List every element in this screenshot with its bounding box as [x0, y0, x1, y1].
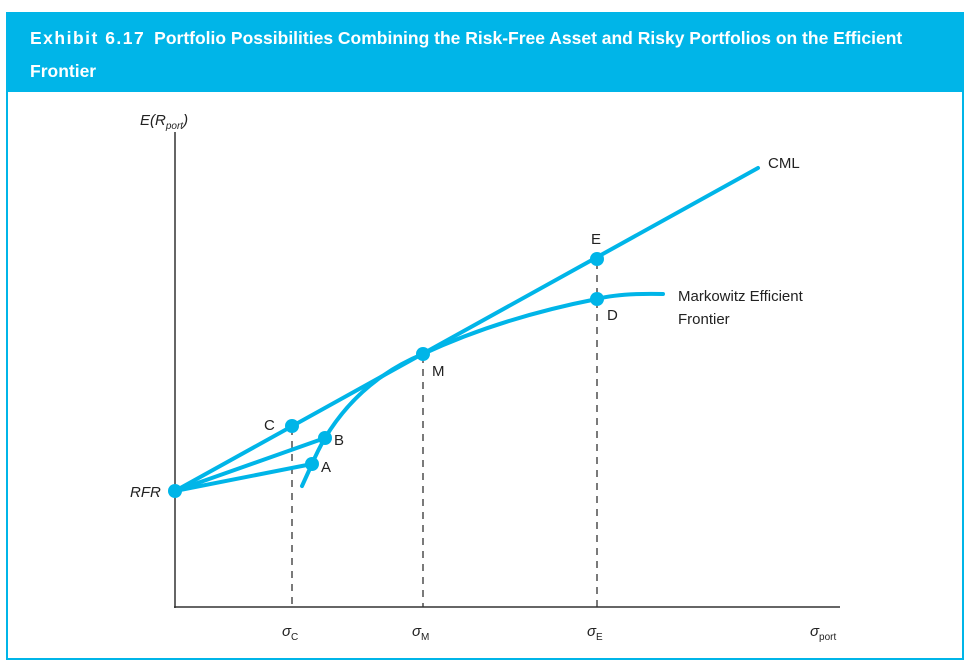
point-d — [590, 292, 604, 306]
point-m — [416, 347, 430, 361]
label-e: E — [591, 231, 601, 248]
x-axis-label: σport — [810, 623, 837, 643]
label-c: C — [264, 417, 275, 434]
label-b: B — [334, 432, 344, 449]
point-b — [318, 431, 332, 445]
exhibit-title: Portfolio Possibilities Combining the Ri… — [30, 28, 903, 81]
exhibit-header: Exhibit 6.17 Portfolio Possibilities Com… — [8, 14, 962, 92]
label-frontier-1: Markowitz Efficient — [678, 288, 804, 305]
label-d: D — [607, 307, 618, 324]
label-cml: CML — [768, 155, 800, 172]
y-axis-label: E(Rport) — [140, 112, 188, 132]
point-a — [305, 457, 319, 471]
label-rfr: RFR — [130, 484, 161, 501]
point-rfr — [168, 484, 182, 498]
rfr-to-b-line — [173, 436, 327, 493]
x-tick-sigma-m: σM — [412, 623, 429, 643]
cml-line — [173, 166, 760, 493]
label-m: M — [432, 363, 445, 380]
point-e — [590, 252, 604, 266]
label-a: A — [321, 459, 331, 476]
exhibit-frame: Exhibit 6.17 Portfolio Possibilities Com… — [6, 12, 964, 660]
exhibit-number: Exhibit 6.17 — [30, 28, 146, 48]
x-tick-sigma-e: σE — [587, 623, 603, 643]
x-tick-sigma-c: σC — [282, 623, 298, 643]
rfr-to-a-line — [173, 462, 314, 493]
point-c — [285, 419, 299, 433]
label-frontier-2: Frontier — [678, 311, 730, 328]
